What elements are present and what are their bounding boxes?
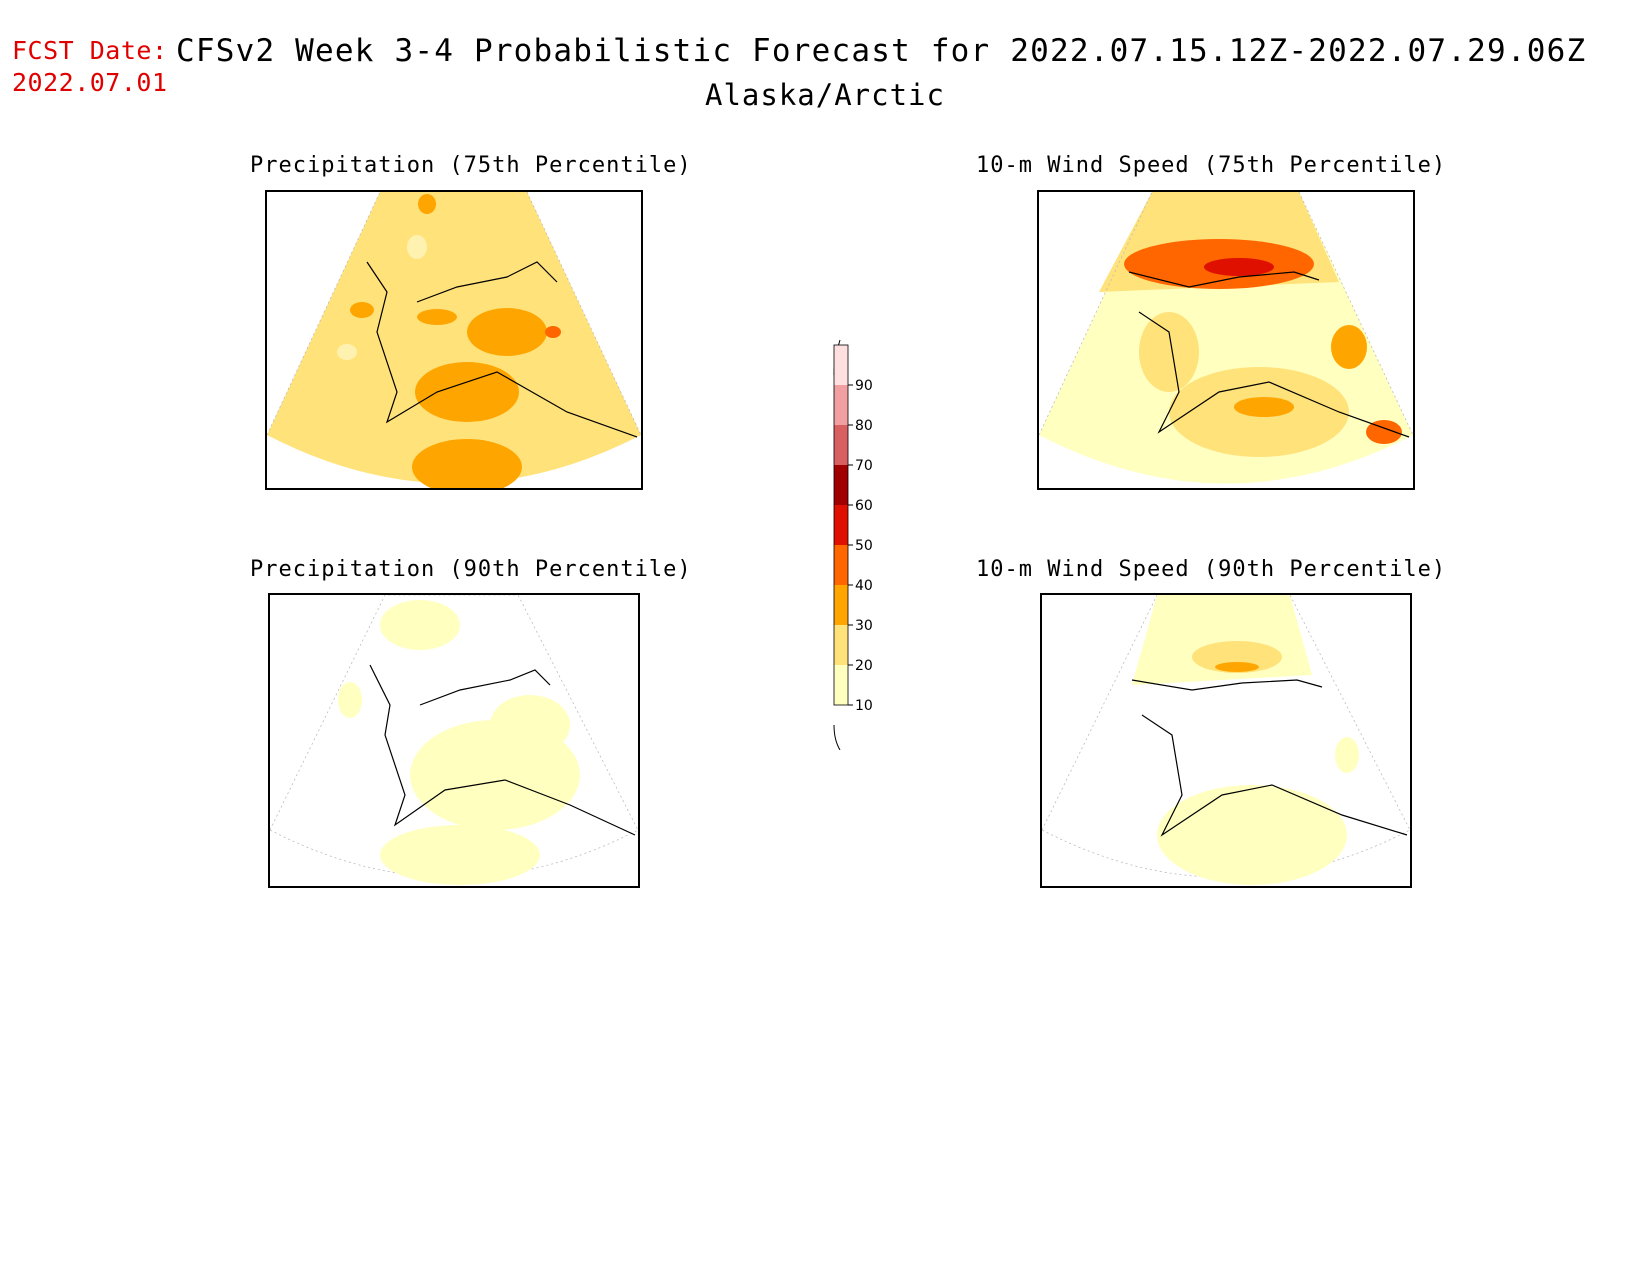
page-title: CFSv2 Week 3-4 Probabilistic Forecast fo… xyxy=(176,33,1587,69)
region-subtitle: Alaska/Arctic xyxy=(705,78,945,112)
colorbar-svg: 10 20 30 40 50 60 70 80 90 xyxy=(833,339,873,751)
colorbar-swatch-10 xyxy=(834,665,848,705)
colorbar: 10 20 30 40 50 60 70 80 90 xyxy=(820,330,900,751)
map-panel-precip75 xyxy=(265,190,643,490)
fcst-date-value: 2022.07.01 xyxy=(12,68,168,97)
colorbar-swatch-40 xyxy=(834,545,848,585)
colorbar-label-90: 90 xyxy=(855,378,873,394)
panel-title-wind75: 10-m Wind Speed (75th Percentile) xyxy=(976,153,1447,178)
colorbar-swatch-20 xyxy=(834,625,848,665)
colorbar-swatch-50 xyxy=(834,505,848,545)
map-precip90 xyxy=(270,595,638,885)
colorbar-label-20: 20 xyxy=(855,658,873,674)
colorbar-label-80: 80 xyxy=(855,418,873,434)
colorbar-swatch-30 xyxy=(834,585,848,625)
panel-title-precip90: Precipitation (90th Percentile) xyxy=(250,557,692,582)
map-wind75 xyxy=(1039,192,1413,484)
map-precip75 xyxy=(267,192,641,488)
colorbar-swatch-80 xyxy=(834,385,848,425)
map-panel-wind90 xyxy=(1040,593,1412,888)
panel-title-wind90: 10-m Wind Speed (90th Percentile) xyxy=(976,557,1447,582)
colorbar-outline xyxy=(833,344,849,706)
colorbar-label-50: 50 xyxy=(855,538,873,554)
colorbar-swatch-90 xyxy=(834,345,848,385)
colorbar-swatch-70 xyxy=(834,425,848,465)
map-wind90 xyxy=(1042,595,1410,885)
colorbar-label-40: 40 xyxy=(855,578,873,594)
fcst-date-label: FCST Date: xyxy=(12,36,168,65)
colorbar-label-60: 60 xyxy=(855,498,873,514)
map-panel-precip90 xyxy=(268,593,640,888)
colorbar-label-30: 30 xyxy=(855,618,873,634)
panel-title-precip75: Precipitation (75th Percentile) xyxy=(250,153,692,178)
colorbar-swatch-60 xyxy=(834,465,848,505)
colorbar-label-10: 10 xyxy=(855,698,873,714)
map-panel-wind75 xyxy=(1037,190,1415,490)
colorbar-label-70: 70 xyxy=(855,458,873,474)
